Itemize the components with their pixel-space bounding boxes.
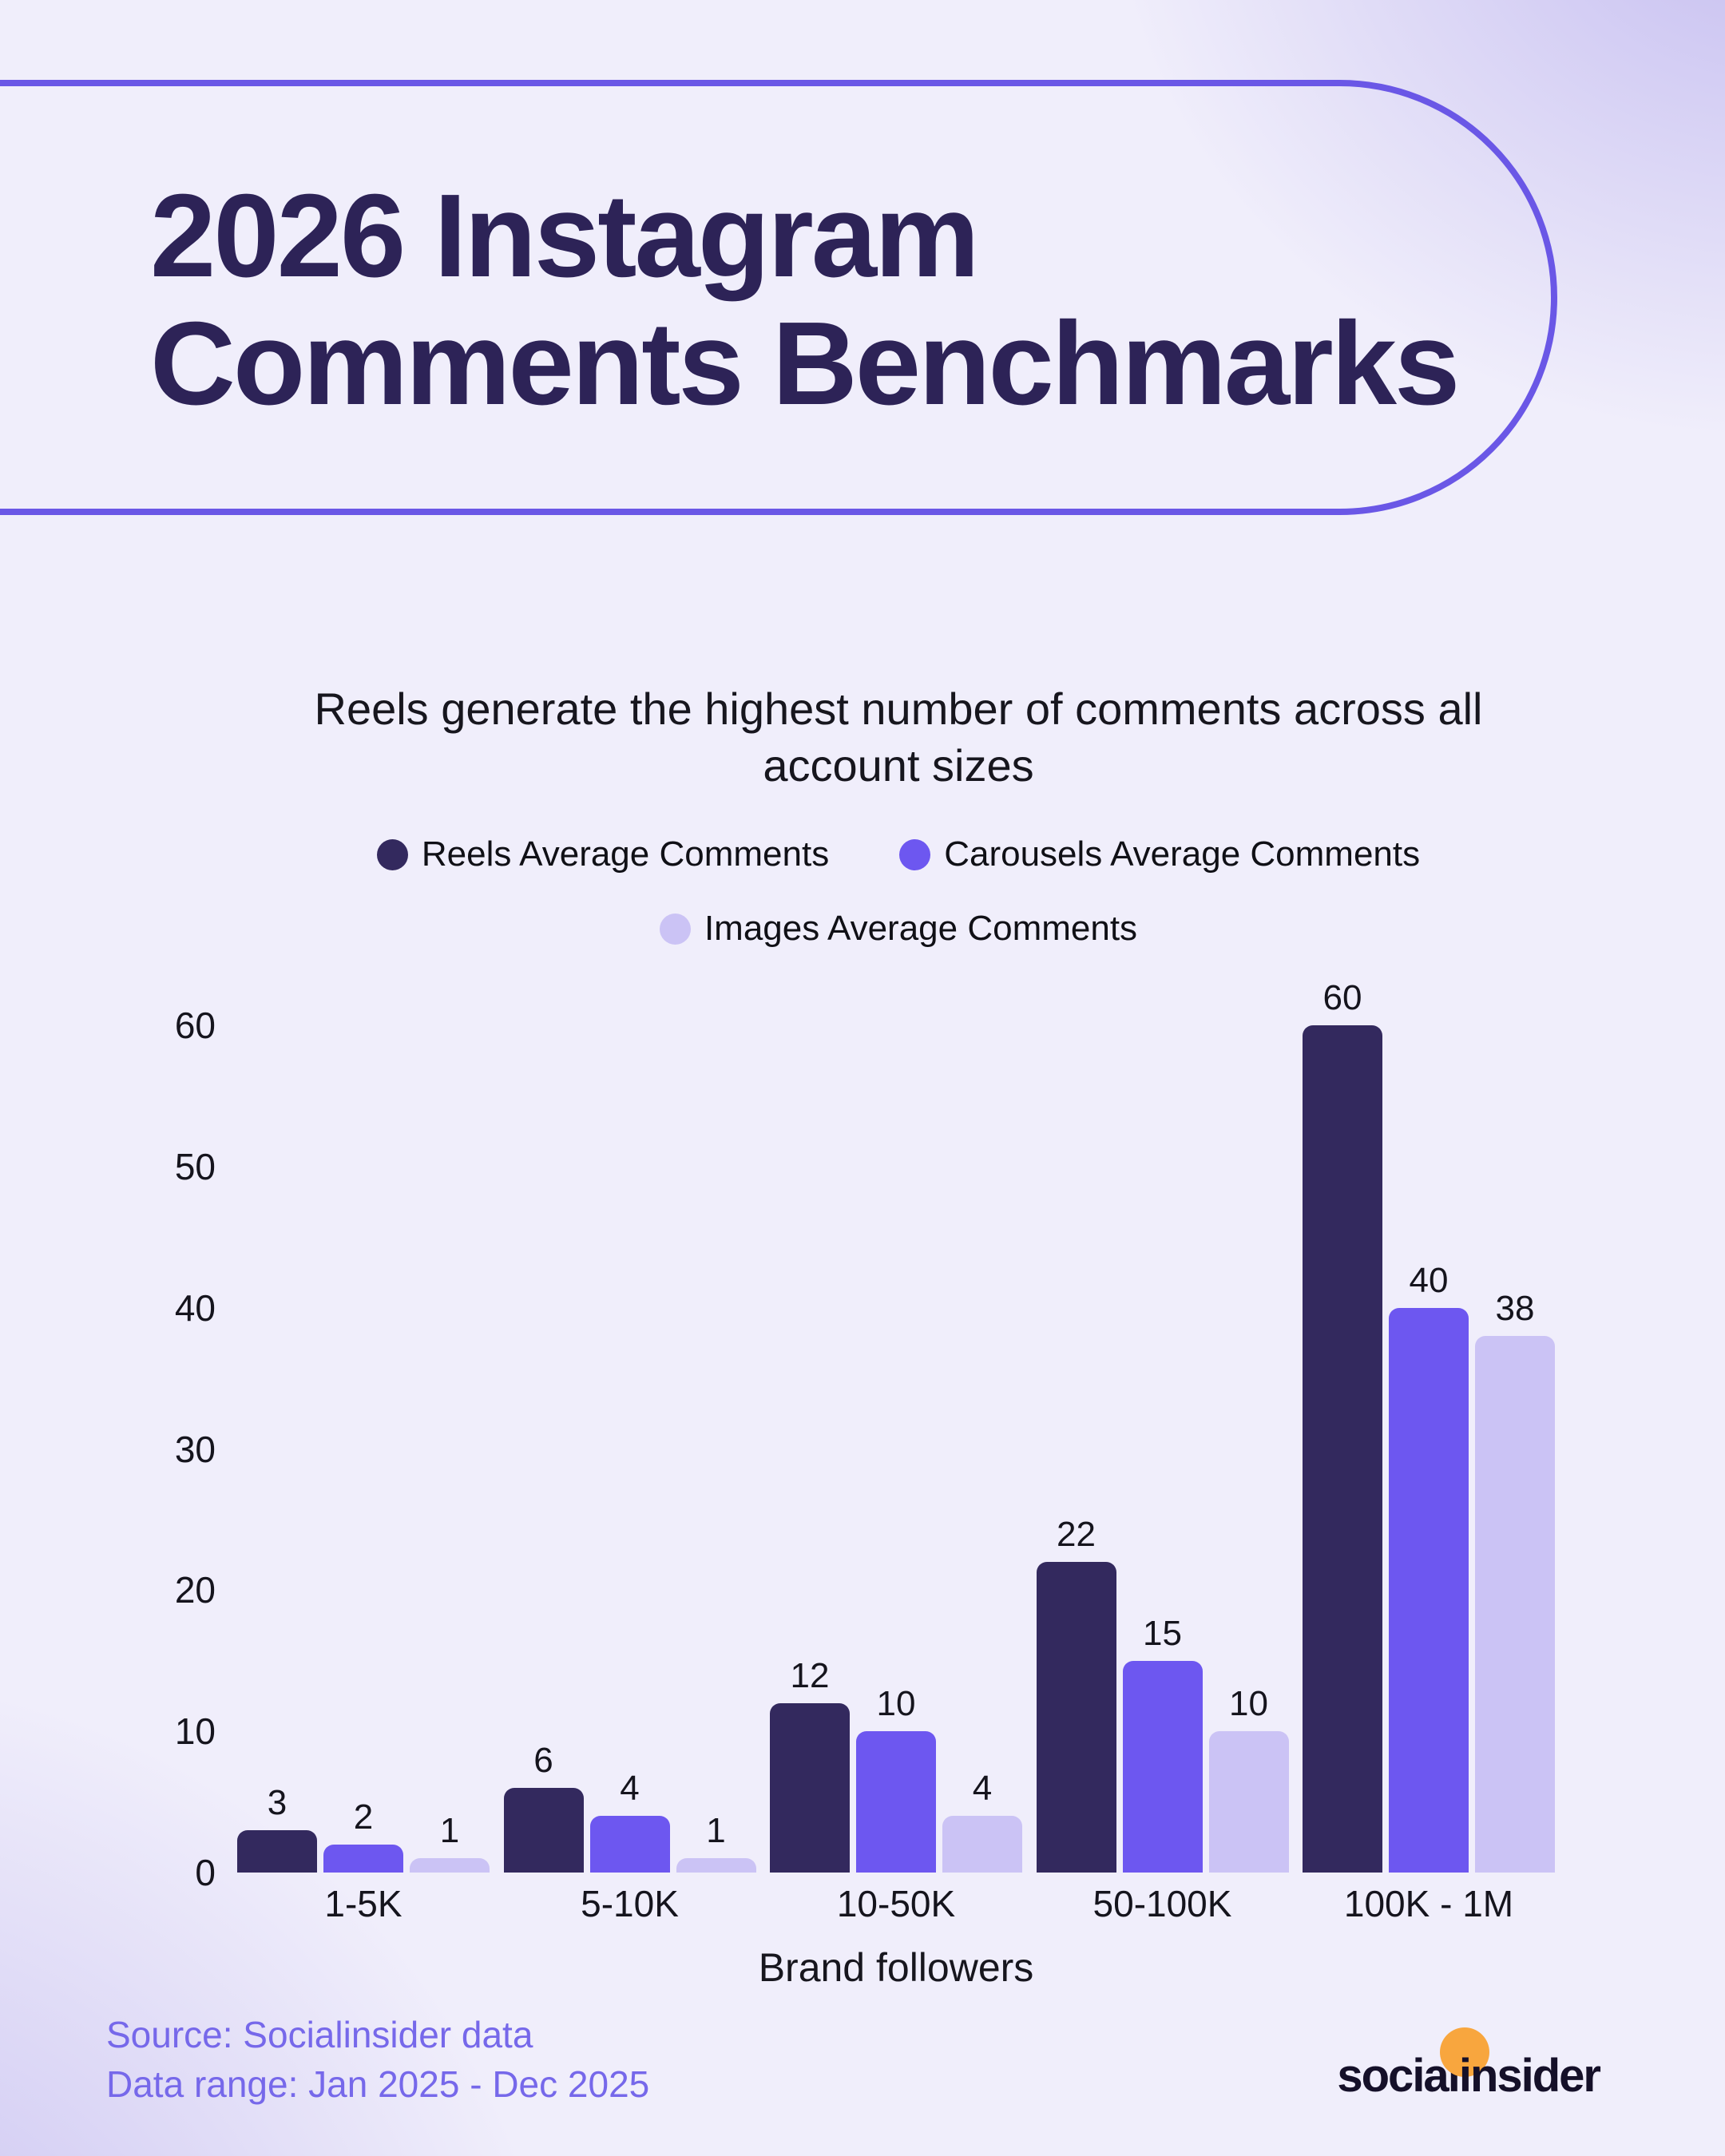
- socialinsider-logo: social insider: [1337, 2027, 1601, 2102]
- bar: 4: [942, 1770, 1022, 1873]
- legend-row-2: Images Average Comments: [659, 905, 1138, 953]
- legend-item-label: Reels Average Comments: [421, 834, 830, 874]
- bar-group: 6 4 1 5-10K: [503, 1025, 756, 1924]
- bar: 10: [1208, 1685, 1289, 1873]
- bar-value-label: 10: [1229, 1684, 1268, 1723]
- y-tick-label: 0: [195, 1852, 216, 1893]
- bar-value-label: 4: [972, 1769, 993, 1808]
- legend-color-dot-icon: [376, 838, 408, 870]
- bar: 22: [1036, 1516, 1116, 1873]
- bar: 3: [237, 1784, 317, 1873]
- x-axis-title: Brand followers: [758, 1945, 1034, 1990]
- x-category-label: 1-5K: [324, 1883, 402, 1924]
- legend-item: Images Average Comments: [659, 909, 1138, 949]
- y-axis-ticks: 0 10 20 30 40 50 60: [96, 1005, 216, 1893]
- bar: 12: [770, 1657, 850, 1873]
- bar-value-label: 22: [1057, 1515, 1096, 1554]
- bar-value-label: 38: [1495, 1289, 1535, 1328]
- bar-value-label: 60: [1322, 978, 1362, 1017]
- bar: 1: [410, 1812, 490, 1873]
- bar: 4: [589, 1770, 670, 1873]
- bar: 6: [503, 1742, 584, 1873]
- bar-value-label: 2: [353, 1797, 374, 1837]
- source-note: Source: Socialinsider data Data range: J…: [106, 2010, 649, 2109]
- page-title: 2026 Instagram Comments Benchmarks: [150, 170, 1460, 430]
- source-line: Source: Socialinsider data: [106, 2014, 533, 2055]
- page-title-line-1: 2026 Instagram: [150, 170, 980, 302]
- bar-chart-plot-area: 3 2 1 1-5K 6 4 1 5-10K 12 10 4 10-50K 22 15 10 50-100K 6…: [237, 979, 1555, 1924]
- y-tick-label: 60: [174, 1005, 216, 1046]
- y-tick-label: 10: [174, 1710, 216, 1753]
- bar: 1: [676, 1812, 756, 1873]
- bar: 40: [1389, 1262, 1469, 1873]
- chart-subtitle-line-2: account sizes: [763, 740, 1034, 791]
- logo-i-glyph: i: [1458, 2050, 1472, 2102]
- x-category-label: 10-50K: [836, 1883, 956, 1924]
- y-tick-label: 40: [174, 1286, 216, 1329]
- y-tick-label: 30: [174, 1428, 216, 1470]
- bar-value-label: 10: [876, 1684, 916, 1723]
- x-category-label: 50-100K: [1092, 1883, 1232, 1924]
- bar-value-label: 4: [620, 1769, 640, 1808]
- legend-item-label: Carousels Average Comments: [944, 834, 1421, 874]
- bar-value-label: 1: [439, 1811, 460, 1850]
- bar-value-label: 12: [790, 1656, 830, 1695]
- header-outline-pill: [0, 80, 1557, 515]
- chart-subtitle: Reels generate the highest number of com…: [72, 680, 1725, 794]
- data-range-line: Data range: Jan 2025 - Dec 2025: [106, 2063, 650, 2105]
- bar-value-label: 3: [267, 1783, 288, 1822]
- bar-value-label: 40: [1409, 1261, 1449, 1300]
- bar: 15: [1122, 1615, 1203, 1873]
- logo-text-nsider: nsider: [1469, 2050, 1601, 2102]
- bar-value-label: 6: [533, 1741, 553, 1780]
- bar: 2: [323, 1798, 403, 1873]
- logo-letter-i: i: [1439, 2027, 1489, 2102]
- x-category-label: 100K - 1M: [1343, 1883, 1514, 1924]
- y-tick-label: 50: [174, 1145, 216, 1187]
- legend-item: Carousels Average Comments: [899, 834, 1420, 874]
- bar-group: 60 40 38 100K - 1M: [1303, 979, 1555, 1924]
- bar-group: 12 10 4 10-50K: [770, 1025, 1022, 1924]
- y-tick-label: 20: [174, 1569, 216, 1611]
- legend-color-dot-icon: [899, 838, 931, 870]
- legend-item: Reels Average Comments: [376, 834, 830, 874]
- chart-legend: Reels Average Comments Carousels Average …: [72, 830, 1725, 953]
- page-title-line-2: Comments Benchmarks: [150, 298, 1460, 430]
- legend-item-label: Images Average Comments: [704, 909, 1138, 948]
- bar-value-label: 1: [706, 1811, 726, 1850]
- bar-groups: 3 2 1 1-5K 6 4 1 5-10K 12 10 4 10-50K 22 15 10 50-100K 6…: [237, 979, 1555, 1924]
- legend-color-dot-icon: [659, 913, 691, 945]
- x-category-label: 5-10K: [581, 1883, 679, 1924]
- bar-group: 3 2 1 1-5K: [237, 1025, 490, 1924]
- bar: 60: [1303, 979, 1382, 1873]
- bar-value-label: 15: [1143, 1614, 1182, 1653]
- bar: 38: [1475, 1290, 1555, 1873]
- legend-row-1: Reels Average Comments Carousels Average …: [376, 830, 1420, 878]
- bar: 10: [856, 1685, 936, 1873]
- chart-subtitle-line-1: Reels generate the highest number of com…: [314, 684, 1483, 734]
- bar-group: 22 15 10 50-100K: [1036, 1025, 1289, 1924]
